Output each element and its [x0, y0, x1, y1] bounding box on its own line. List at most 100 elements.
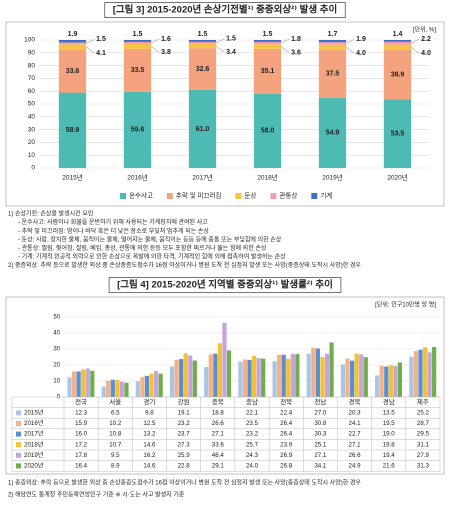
bar: [71, 371, 77, 397]
table-cell: 27.0: [314, 410, 327, 417]
table-cell: 12.3: [75, 410, 88, 417]
leader-line: [86, 39, 95, 44]
bar: [110, 379, 115, 397]
legend-swatch: [16, 410, 21, 416]
leader-line: [411, 38, 420, 44]
y-tick-label: 80: [28, 62, 36, 69]
legend-label: 2017년: [24, 430, 44, 438]
table-cell: 30.3: [314, 431, 327, 438]
table-cell: 15.9: [75, 420, 88, 427]
y-tick-label: 10: [53, 379, 60, 385]
legend-label: 2018년: [24, 440, 44, 448]
table-cell: 19.8: [383, 441, 396, 448]
data-label: 53.5: [391, 131, 405, 138]
bar: [354, 353, 359, 397]
table-cell: 20.3: [349, 410, 362, 417]
table-cell: 21.6: [383, 463, 396, 470]
bar: [174, 359, 179, 397]
bar: [379, 365, 384, 397]
y-tick-label: 30: [53, 347, 60, 353]
data-label: 1.5: [96, 36, 106, 43]
data-label: 1.9: [356, 36, 366, 43]
table-cell: 26.4: [280, 431, 293, 438]
bar-segment: [253, 40, 282, 42]
x-tick-label: 서울: [109, 397, 121, 406]
table-cell: 29.5: [417, 431, 430, 438]
bar-segment: [188, 89, 217, 168]
legend-swatch: [16, 452, 21, 458]
figure-title: [그림 3] 2015-2020년 손상기전별¹⁾ 중증외상²⁾ 발생 추이: [113, 4, 338, 16]
y-tick-label: 20: [28, 139, 36, 146]
table-cell: 26.9: [280, 452, 293, 459]
bar: [324, 353, 330, 397]
table-cell: 29.1: [212, 463, 225, 470]
bar-segment: [58, 49, 87, 93]
table-cell: 23.9: [280, 441, 293, 448]
y-tick-label: 50: [28, 101, 36, 108]
data-label: 1.5: [263, 31, 273, 38]
bar-segment: [123, 41, 152, 44]
table-cell: 10.7: [109, 441, 122, 448]
leader-line: [346, 39, 355, 44]
bar: [345, 358, 350, 397]
table-cell: 16.2: [143, 452, 156, 459]
table-cell: 19.1: [178, 410, 191, 417]
table-cell: 31.1: [417, 441, 430, 448]
x-tick-label: 충북: [212, 397, 224, 406]
footnote: 2) 해당연도 통계청 주민등록연앙인구 기준 ※ 시·도는 사고 발생지 기준: [8, 491, 185, 499]
table-cell: 30.8: [314, 420, 327, 427]
data-label: 37.5: [326, 71, 340, 78]
bar: [272, 361, 277, 397]
bar: [115, 379, 120, 397]
chart-frame: [5, 21, 445, 207]
bar-segment: [253, 48, 282, 94]
bar: [213, 353, 218, 397]
leader-line: [150, 46, 160, 53]
data-label: 2.2: [421, 36, 431, 43]
table-cell: 17.8: [75, 452, 88, 459]
bar: [158, 373, 163, 397]
legend-label: 2019년: [24, 451, 44, 459]
bar: [101, 386, 106, 397]
table-cell: 19.5: [383, 420, 396, 427]
bar: [311, 347, 316, 397]
footnote: - 관통상: 찔림, 찢어짐, 절림, 베임, 총상, 관통에 의한 등등 모두…: [18, 244, 267, 252]
x-tick-label: 전남: [314, 397, 326, 406]
legend-swatch: [270, 193, 277, 199]
unit-label: [단위: 인구10만명 당 명]: [375, 301, 436, 309]
bar: [261, 358, 266, 397]
bar: [192, 360, 197, 397]
footnote: 1) 중증외상: 추락 등으로 발생한 외상 중 손상중증도점수가 16점 이상…: [8, 479, 361, 487]
bar-segment: [383, 40, 412, 42]
data-label: 3.4: [226, 49, 236, 56]
bar: [217, 343, 223, 397]
x-tick-label: 2016년: [127, 173, 147, 182]
legend-swatch: [16, 421, 21, 426]
bar: [81, 369, 86, 397]
bar: [76, 371, 81, 397]
data-label: 32.6: [196, 66, 210, 73]
table-cell: 27.9: [417, 452, 430, 459]
bar: [388, 365, 393, 397]
table-cell: 22.1: [246, 410, 259, 417]
leader-line: [345, 46, 355, 54]
footnote: 2) 중증외상: 추락 등으로 발생한 외상 중 손상중증도점수가 16점 이상…: [8, 261, 361, 269]
footnote: - 운수사고: 사람이나 화물을 운반하기 위해 사용되는 기계장치에 관여된 …: [18, 218, 208, 226]
table-cell: 34.1: [314, 463, 327, 470]
table-cell: 26.6: [349, 452, 362, 459]
leader-line: [151, 38, 160, 44]
leader-line: [280, 46, 290, 53]
table-cell: 17.2: [75, 441, 88, 448]
bar: [204, 366, 209, 397]
legend-label: 2015년: [24, 409, 44, 417]
bar: [375, 375, 380, 397]
leader-line: [86, 46, 95, 54]
y-tick-label: 10: [28, 152, 36, 159]
data-label: 1.5: [198, 31, 208, 38]
legend-swatch: [16, 431, 21, 437]
table-cell: 12.5: [143, 420, 156, 427]
table-cell: 13.2: [143, 431, 156, 438]
bar: [418, 349, 423, 397]
legend-label: 추락 및 미끄러짐: [176, 191, 221, 200]
data-label: 58.9: [66, 127, 80, 134]
